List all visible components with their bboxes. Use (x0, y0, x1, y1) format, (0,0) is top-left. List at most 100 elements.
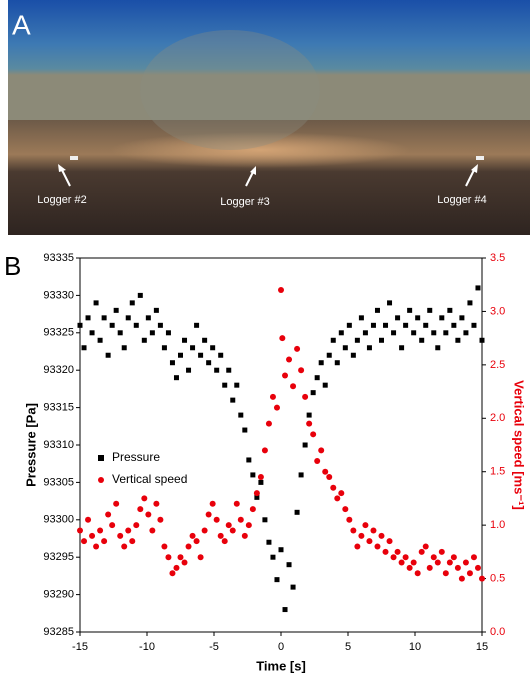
pressure-point (407, 307, 413, 313)
speed-point (370, 527, 377, 534)
speed-point (454, 564, 461, 571)
legend-marker (98, 455, 104, 461)
speed-point (213, 516, 220, 523)
pressure-point (77, 322, 83, 328)
pressure-point (101, 315, 107, 321)
speed-point (89, 532, 96, 539)
speed-point (77, 527, 83, 534)
speed-point (354, 543, 361, 550)
pressure-point (290, 584, 296, 590)
pressure-point (403, 322, 409, 328)
speed-point (225, 522, 232, 529)
panel-label: A (12, 9, 31, 40)
pressure-point (358, 315, 364, 321)
pressure-point (463, 330, 469, 336)
y-tick-label: 93315 (43, 402, 74, 414)
speed-point (330, 484, 337, 491)
speed-point (342, 506, 349, 513)
speed-point (141, 495, 148, 502)
pressure-point (278, 547, 284, 553)
speed-point (314, 458, 321, 465)
speed-point (113, 500, 120, 507)
pressure-point (214, 367, 220, 373)
y-tick-label: 93290 (43, 589, 74, 601)
pressure-point (415, 315, 421, 321)
pressure-point (133, 322, 139, 328)
panel-label: B (4, 251, 21, 281)
speed-point (205, 511, 212, 518)
y-tick-label: 93295 (43, 551, 74, 563)
legend-marker (98, 477, 104, 483)
pressure-point (310, 390, 316, 396)
y2-tick-label: 2.5 (490, 359, 505, 371)
y-tick-label: 93285 (43, 626, 74, 638)
pressure-point (435, 345, 441, 351)
pressure-point (443, 330, 449, 336)
speed-point (286, 356, 293, 363)
pressure-point (362, 330, 368, 336)
speed-point (101, 538, 108, 545)
photo: Logger #2 Logger #3 Logger #4 A (8, 0, 530, 235)
legend-box (92, 447, 224, 491)
x-tick-label: -15 (72, 641, 88, 653)
y-tick-label: 93330 (43, 289, 74, 301)
pressure-point (399, 345, 405, 351)
pressure-point (326, 352, 332, 358)
pressure-point (330, 337, 336, 343)
speed-point (197, 554, 204, 561)
speed-point (390, 554, 397, 561)
pressure-point (218, 352, 224, 358)
pressure-point (125, 315, 131, 321)
pressure-point (222, 382, 228, 388)
pressure-point (105, 352, 111, 358)
pressure-point (141, 337, 147, 343)
speed-point (466, 570, 473, 577)
speed-point (209, 500, 216, 507)
speed-point (129, 538, 136, 545)
speed-point (422, 543, 429, 550)
photo-label: Logger #3 (220, 196, 270, 208)
pressure-point (230, 397, 236, 403)
speed-point (462, 559, 469, 566)
pressure-point (206, 360, 212, 366)
pressure-point (117, 330, 123, 336)
speed-point (201, 527, 208, 534)
speed-point (306, 420, 313, 427)
pressure-point (109, 322, 115, 328)
pressure-point (379, 337, 384, 343)
x-axis-title: Time [s] (256, 658, 306, 673)
pressure-point (121, 345, 127, 351)
speed-point (165, 554, 172, 561)
speed-point (278, 287, 284, 294)
speed-point (177, 554, 184, 561)
pressure-point (157, 322, 163, 328)
pressure-point (161, 345, 167, 351)
speed-point (479, 575, 485, 582)
speed-point (438, 548, 445, 555)
speed-point (362, 522, 369, 529)
speed-point (161, 543, 168, 550)
speed-point (229, 527, 236, 534)
y2-tick-label: 3.5 (490, 252, 505, 264)
pressure-point (266, 539, 272, 545)
speed-point (245, 522, 252, 529)
speed-point (318, 447, 325, 454)
pressure-point (338, 330, 344, 336)
pressure-point (459, 315, 465, 321)
speed-point (418, 548, 425, 555)
speed-point (450, 554, 457, 561)
speed-point (394, 548, 401, 555)
pressure-point (431, 330, 437, 336)
speed-point (233, 500, 240, 507)
speed-point (310, 431, 317, 438)
pressure-point (423, 322, 429, 328)
pressure-point (153, 307, 159, 313)
pressure-point (262, 517, 268, 523)
speed-point (294, 345, 301, 352)
speed-point (298, 367, 305, 374)
speed-point (273, 404, 280, 411)
speed-point (81, 538, 88, 545)
pressure-point (467, 300, 473, 306)
speed-point (458, 575, 465, 582)
